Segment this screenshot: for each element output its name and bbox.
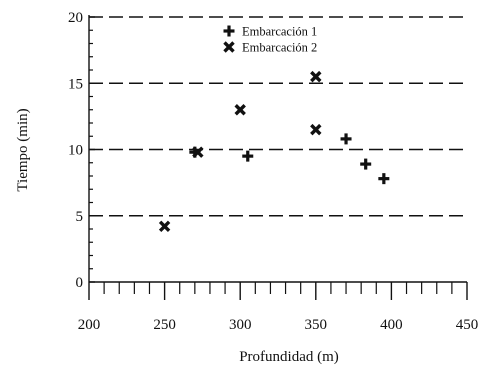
tick-marks [88, 16, 468, 300]
legend-marker-series2 [223, 41, 235, 53]
x-axis-title: Profundidad (m) [239, 349, 339, 365]
data-point-series2-4 [310, 123, 322, 136]
data-point-series2-1 [192, 146, 204, 158]
data-point-series2-3 [310, 70, 322, 83]
data-point-series2-2 [234, 104, 246, 116]
x-tick-label-400: 400 [380, 317, 403, 333]
gridlines [89, 16, 467, 217]
axes [88, 15, 467, 283]
data-point-series1-3 [360, 158, 372, 170]
data-point-series1-2 [340, 133, 352, 145]
legend-marker-series1 [223, 25, 235, 37]
x-tick-label-200: 200 [78, 317, 101, 333]
y-tick-label-10: 10 [68, 143, 83, 159]
y-tick-label-0: 0 [76, 275, 84, 291]
data-point-series2-0 [158, 220, 171, 233]
y-axis-title: Tiempo (min) [15, 108, 31, 191]
data-point-series1-1 [242, 150, 254, 162]
x-tick-label-300: 300 [229, 317, 252, 333]
legend: Embarcación 1 Embarcación 2 [223, 25, 317, 55]
data-point-series1-4 [378, 173, 390, 185]
legend-label-series1: Embarcación 1 [242, 25, 317, 39]
y-tick-label-15: 15 [68, 76, 83, 92]
data-points [158, 70, 390, 233]
y-tick-label-5: 5 [76, 209, 84, 225]
x-tick-label-250: 250 [153, 317, 176, 333]
y-tick-label-20: 20 [68, 10, 83, 26]
x-tick-label-450: 450 [456, 317, 479, 333]
legend-label-series2: Embarcación 2 [242, 41, 317, 55]
tick-labels: 0 5 10 15 20 200 250 300 350 400 450 [68, 10, 478, 333]
x-tick-label-350: 350 [305, 317, 328, 333]
